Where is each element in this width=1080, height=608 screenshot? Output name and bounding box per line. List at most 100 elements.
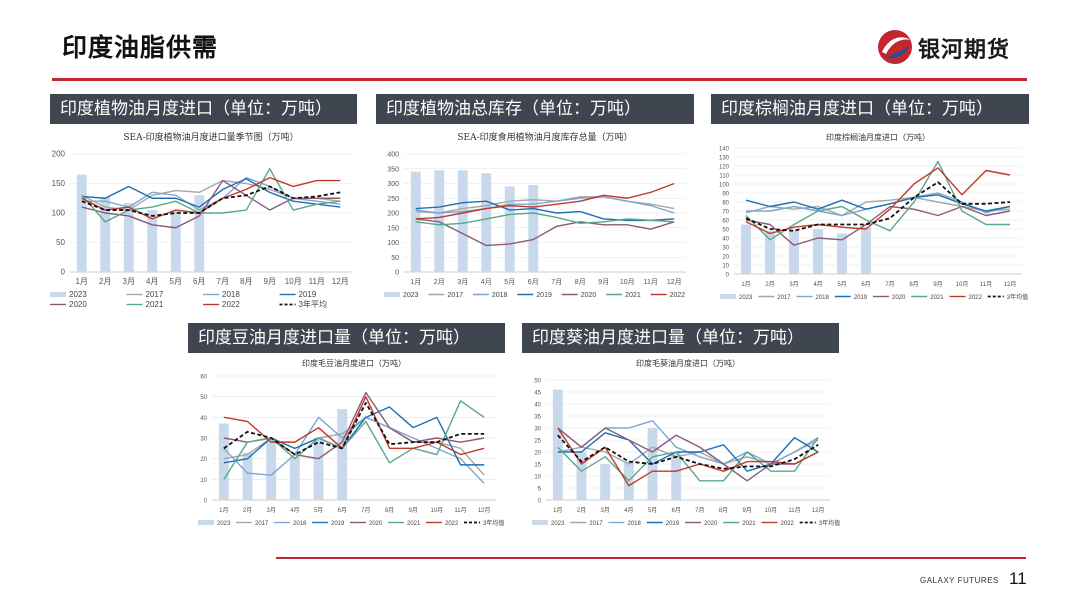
x-tick-label: 9月 (742, 507, 751, 514)
y-tick-label: 15 (534, 463, 541, 469)
footer-brand: GALAXY FUTURES (920, 576, 999, 585)
x-tick-label: 7月 (551, 278, 562, 286)
x-tick-label: 5月 (648, 507, 657, 514)
x-tick-label: 12月 (1004, 281, 1017, 288)
legend-label: 2019 (331, 521, 345, 527)
bar-2023 (576, 452, 587, 500)
chart-palm-oil-import: 印度棕榈油月度进口（万吨） 0 10 20 30 40 50 60 70 80 90 100 110 12… (719, 132, 1028, 301)
y-tick-label: 40 (200, 416, 207, 422)
x-tick-label: 12月 (478, 507, 491, 514)
x-tick-label: 3月 (266, 507, 275, 514)
bar-2023 (194, 195, 205, 272)
y-tick-label: 30 (722, 246, 729, 252)
legend-swatch (198, 520, 214, 525)
legend-label: 3年均值 (1007, 293, 1028, 301)
x-tick-label: 5月 (837, 281, 846, 288)
y-tick-label: 0 (204, 499, 208, 505)
legend-label: 2022 (670, 292, 686, 299)
y-tick-label: 40 (534, 403, 541, 409)
legend-label: 2017 (146, 290, 164, 299)
x-tick-label: 9月 (408, 507, 417, 514)
x-tick-label: 6月 (671, 507, 680, 514)
bar-2023 (671, 452, 682, 500)
x-tick-label: 11月 (644, 278, 658, 286)
legend-label: 3年均值 (483, 519, 504, 527)
bar-2023 (600, 464, 611, 500)
legend-label: 3年均值 (819, 519, 840, 527)
series-line-2021 (557, 437, 819, 482)
y-tick-label: 20 (200, 457, 207, 463)
header-palm-oil-import: 印度棕榈油月度进口（单位：万吨） (711, 94, 1029, 124)
x-tick-label: 12月 (332, 277, 349, 286)
chart-title: 印度棕榈油月度进口（万吨） (826, 132, 930, 142)
x-tick-label: 1月 (410, 278, 421, 286)
x-tick-label: 11月 (309, 277, 325, 286)
bar-2023 (123, 202, 134, 272)
series-line-2017 (557, 427, 819, 465)
legend-label: 2017 (255, 521, 269, 527)
x-tick-label: 6月 (193, 277, 205, 286)
series-line-2019 (81, 178, 341, 208)
chart-title: SEA-印度植物油月度进口量季节图（万吨） (123, 131, 298, 143)
x-tick-label: 4月 (146, 277, 158, 286)
bar-2023 (481, 173, 492, 272)
y-tick-label: 10 (200, 478, 207, 484)
x-tick-label: 7月 (695, 507, 704, 514)
legend-label: 2018 (816, 295, 830, 301)
y-tick-label: 100 (719, 183, 730, 189)
series-line-2022 (557, 427, 819, 487)
y-tick-label: 25 (534, 439, 541, 445)
chart-soy-oil-import: 印度毛豆油月度进口（万吨） 0 10 20 30 40 50 60 1月 2月 3月 4月 5月 6月 7月… (198, 358, 504, 527)
x-tick-label: 10月 (620, 278, 635, 286)
y-tick-label: 50 (200, 395, 207, 401)
y-tick-label: 0 (726, 273, 730, 279)
title-underline (52, 78, 1027, 81)
x-tick-label: 3月 (457, 278, 468, 286)
page-title: 印度油脂供需 (62, 33, 219, 62)
series-line-2020 (745, 205, 1011, 246)
legend-swatch (720, 294, 736, 299)
x-tick-label: 11月 (454, 507, 466, 514)
y-tick-label: 45 (534, 391, 541, 397)
y-tick-label: 0 (61, 268, 66, 277)
legend-label: 2018 (628, 521, 642, 527)
x-tick-label: 12月 (812, 507, 825, 514)
bar-2023 (457, 170, 468, 272)
series-line-2020 (415, 218, 675, 247)
bar-2023 (528, 184, 539, 272)
y-tick-label: 35 (534, 415, 541, 421)
y-tick-label: 50 (722, 228, 729, 234)
series-line-3- (557, 434, 819, 470)
legend-label: 2019 (536, 292, 552, 299)
legend-swatch (532, 520, 548, 525)
series-line-2021 (745, 160, 1010, 241)
x-tick-label: 5月 (314, 507, 323, 514)
legend-swatch (50, 292, 66, 297)
legend-label: 2021 (930, 295, 944, 301)
legend-label: 2022 (781, 521, 795, 527)
bar-2023 (266, 438, 277, 500)
legend-label: 2021 (625, 292, 641, 299)
y-tick-label: 400 (387, 152, 399, 159)
legend-label: 2020 (69, 300, 87, 309)
legend-label: 2022 (222, 300, 240, 309)
y-tick-label: 0 (395, 270, 399, 277)
x-tick-label: 1月 (76, 277, 88, 286)
y-tick-label: 60 (200, 375, 207, 381)
bar-2023 (76, 174, 87, 272)
x-tick-label: 2月 (577, 507, 586, 514)
header-veg-oil-stock: 印度植物油总库存（单位：万吨） (376, 94, 694, 124)
x-tick-label: 2月 (765, 281, 774, 288)
x-tick-label: 10月 (430, 507, 443, 514)
header-veg-oil-import: 印度植物油月度进口（单位：万吨） (50, 94, 357, 124)
series-line-2019 (415, 200, 675, 222)
bar-2023 (552, 389, 563, 500)
legend-label: 2023 (403, 292, 419, 299)
bar-2023 (764, 230, 776, 274)
y-tick-label: 20 (534, 451, 541, 457)
y-tick-label: 50 (56, 238, 65, 247)
x-tick-label: 11月 (788, 507, 800, 514)
chart-title: SEA-印度食用植物油月度库存总量（万吨） (457, 131, 632, 143)
legend-label: 2020 (704, 521, 718, 527)
y-tick-label: 300 (387, 181, 399, 188)
